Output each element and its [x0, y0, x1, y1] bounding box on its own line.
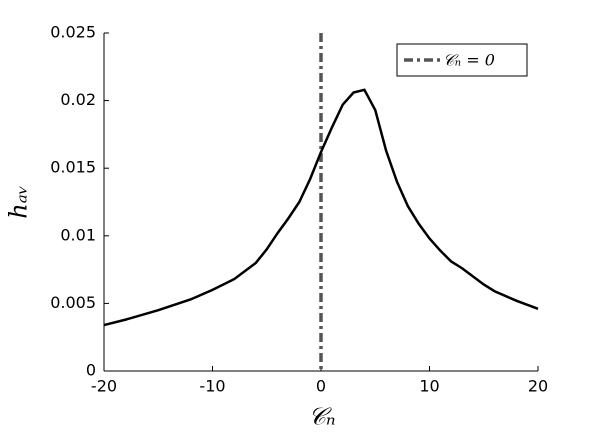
y-tick-label: 0	[86, 361, 96, 380]
x-axis-label: 𝒞ₙ	[308, 403, 335, 431]
legend-label: 𝒞ₙ = 0	[443, 51, 495, 70]
y-tick-label: 0.02	[60, 90, 96, 109]
y-axis-label: hₐᵥ	[5, 185, 33, 218]
y-tick-label: 0.005	[50, 293, 96, 312]
y-tick-label: 0.025	[50, 23, 96, 42]
data-line	[103, 88, 539, 327]
x-tick-label: 20	[528, 377, 548, 396]
y-tick-label: 0.015	[50, 158, 96, 177]
y-tick-label: 0.01	[60, 225, 96, 244]
x-tick-label: -10	[199, 377, 225, 396]
x-tick-label: -20	[91, 377, 117, 396]
x-tick-label: 10	[419, 377, 439, 396]
x-tick-label: 0	[316, 377, 326, 396]
